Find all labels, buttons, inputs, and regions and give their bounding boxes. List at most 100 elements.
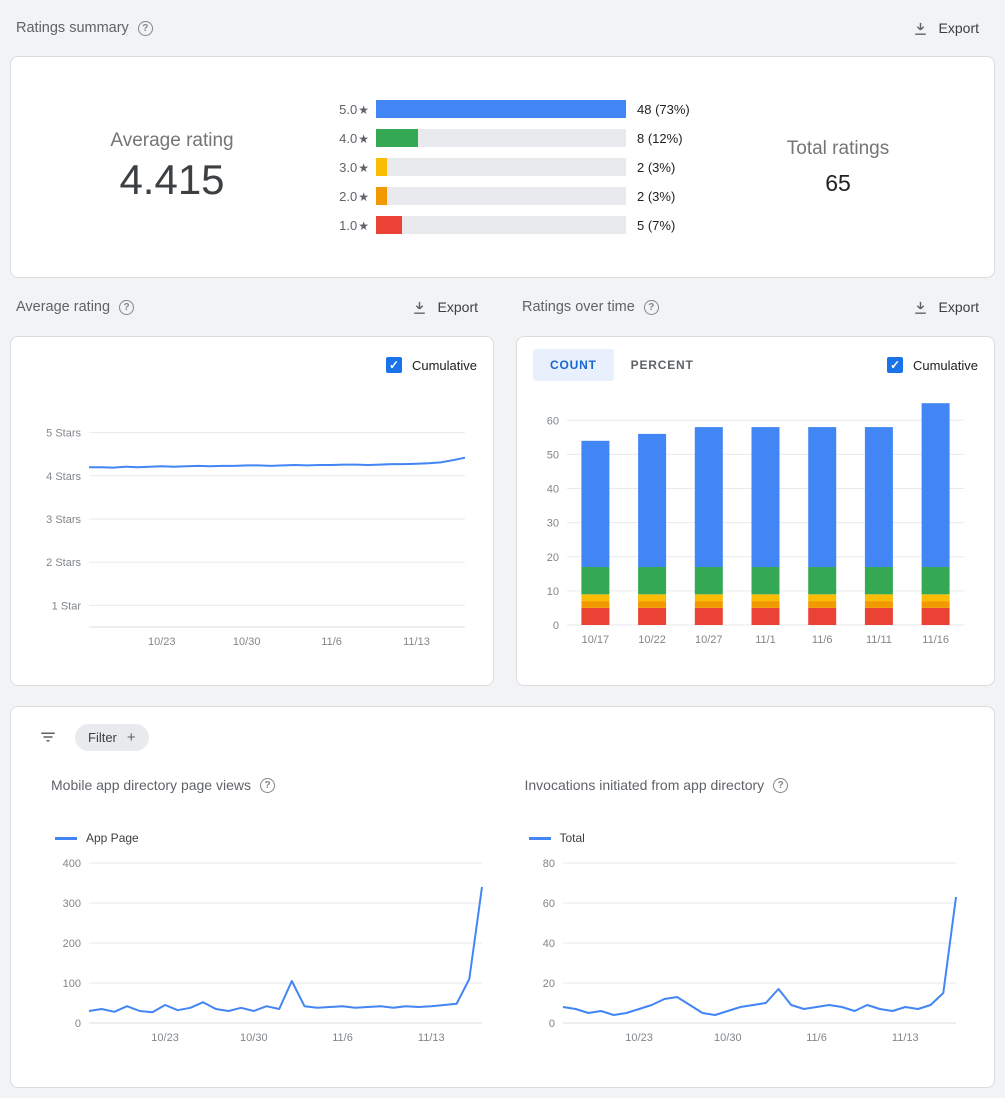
export-ratings-over-time-button[interactable]: Export — [902, 293, 989, 322]
bar-segment — [638, 601, 667, 608]
axis-tick-label: 400 — [63, 858, 81, 870]
axis-tick-label: 10/23 — [151, 1032, 179, 1044]
total-ratings-label: Total ratings — [786, 137, 890, 159]
axis-tick-label: 10 — [547, 586, 559, 598]
bar-segment — [751, 607, 780, 625]
axis-tick-label: 0 — [553, 620, 559, 632]
page-views-chart-block: Mobile app directory page views ? App Pa… — [51, 777, 501, 1060]
bar-segment — [921, 567, 950, 595]
download-icon — [914, 22, 926, 35]
cumulative-label: Cumulative — [912, 357, 978, 373]
total-ratings-block: Total ratings 65 — [718, 138, 958, 197]
axis-tick-label: 0 — [75, 1018, 81, 1030]
rating-bar-fill — [376, 216, 402, 234]
filter-chip[interactable]: Filter + — [75, 723, 149, 751]
rating-bar-track — [376, 216, 626, 234]
invocations-legend: Total — [525, 831, 975, 845]
rating-bar-track — [376, 100, 626, 118]
average-rating-section-title: Average rating — [16, 299, 111, 315]
rating-distribution-row: 2.0★ 2 (3%) — [325, 187, 690, 205]
rating-count-label: 2 (3%) — [637, 159, 676, 175]
rating-bar-track — [376, 129, 626, 147]
star-icon: ★ — [358, 160, 369, 175]
download-icon — [413, 301, 425, 314]
legend-line-icon — [55, 836, 77, 840]
axis-tick-label: 2 Stars — [46, 557, 81, 569]
rating-count-label: 2 (3%) — [637, 188, 676, 204]
invocations-line-chart: 80 60 40 20 0 10/23 10/30 11/6 11/13 — [542, 858, 957, 1044]
tab-percent[interactable]: PERCENT — [630, 358, 694, 372]
ratings-over-time-chart-card: COUNT PERCENT ✓ Cumulative 0 10 20 30 40 50 60… — [516, 336, 995, 686]
bar-segment — [921, 601, 950, 608]
legend-line-icon — [528, 836, 551, 840]
bar-segment — [808, 601, 837, 608]
export-average-rating-button[interactable]: Export — [401, 293, 488, 322]
export-ratings-summary-button[interactable]: Export — [902, 14, 989, 43]
axis-tick-label: 60 — [542, 898, 554, 910]
invocations-title: Invocations initiated from app directory — [524, 777, 765, 793]
axis-tick-label: 100 — [63, 978, 81, 990]
average-rating-chart-card: ✓ Cumulative 5 Stars 4 Stars 3 Stars 2 Star… — [10, 336, 494, 686]
filter-list-icon[interactable] — [39, 728, 57, 746]
axis-tick-label: 4 Stars — [46, 471, 81, 483]
filter-label: Filter — [88, 729, 117, 745]
bar-segment — [808, 607, 837, 625]
bar-segment — [864, 427, 893, 567]
bar-segment — [581, 607, 610, 625]
export-label: Export — [938, 20, 979, 36]
bar-segment — [694, 567, 723, 595]
bar-segment — [638, 433, 667, 567]
axis-tick-label: 20 — [542, 978, 554, 990]
bar-segment — [638, 594, 667, 602]
bar-segment — [808, 427, 837, 567]
bar-segment — [581, 567, 610, 595]
star-level-label: 1.0★ — [339, 217, 369, 233]
ratings-over-time-bar-chart: 0 10 20 30 40 50 60 10/17 10/22 10/27 11/1 11/6 11/1… — [547, 403, 964, 646]
data-line — [562, 896, 957, 1016]
bar-segment — [694, 601, 723, 608]
star-icon: ★ — [358, 189, 369, 204]
axis-tick-label: 11/13 — [418, 1032, 445, 1044]
cumulative-checkbox-average-rating[interactable]: ✓ Cumulative — [385, 357, 477, 373]
bar-segment — [864, 601, 893, 608]
help-icon-ratings-summary[interactable]: ? — [137, 20, 153, 36]
ratings-over-time-header: Ratings over time ? Export — [516, 278, 995, 336]
ratings-summary-card: Average rating 4.415 5.0★ 48 (73%) 4.0★ 8 (… — [10, 56, 995, 278]
help-icon-average-rating[interactable]: ? — [119, 299, 135, 315]
axis-tick-label: 11/16 — [922, 634, 949, 646]
axis-tick-label: 10/22 — [638, 634, 666, 646]
star-level-label: 3.0★ — [339, 159, 369, 175]
data-line — [89, 456, 466, 469]
ratings-summary-title: Ratings summary — [16, 20, 129, 36]
rating-bar-fill — [376, 100, 626, 118]
axis-tick-label: 10/23 — [148, 636, 176, 648]
star-level-label: 4.0★ — [339, 130, 369, 146]
bar-segment — [694, 427, 723, 567]
cumulative-checkbox-ratings-over-time[interactable]: ✓ Cumulative — [886, 357, 978, 373]
help-icon-invocations[interactable]: ? — [773, 777, 789, 793]
tab-count[interactable]: COUNT — [533, 349, 614, 381]
bar-segment — [921, 594, 950, 602]
help-icon-ratings-over-time[interactable]: ? — [643, 299, 659, 315]
rating-distribution-row: 4.0★ 8 (12%) — [325, 129, 690, 147]
help-icon-page-views[interactable]: ? — [260, 777, 275, 793]
data-line — [88, 886, 483, 1014]
rating-distribution-row: 1.0★ 5 (7%) — [325, 216, 690, 234]
count-percent-tabs: COUNT PERCENT — [533, 349, 711, 381]
bar-segment — [581, 594, 610, 602]
axis-tick-label: 60 — [547, 415, 559, 427]
axis-tick-label: 40 — [542, 938, 554, 950]
bar-segment — [864, 607, 893, 625]
bar-segment — [921, 607, 950, 625]
bar-segment — [751, 601, 780, 608]
rating-bar-fill — [376, 129, 418, 147]
cumulative-label: Cumulative — [411, 357, 477, 373]
add-filter-plus-icon: + — [126, 728, 136, 746]
rating-distribution-row: 3.0★ 2 (3%) — [325, 158, 690, 176]
axis-tick-label: 5 Stars — [46, 428, 81, 440]
axis-tick-label: 300 — [63, 898, 81, 910]
page-views-legend: App Page — [51, 831, 501, 845]
rating-distribution: 5.0★ 48 (73%) 4.0★ 8 (12%) 3.0★ 2 (3%) 2.0★ 2 (… — [325, 100, 690, 234]
axis-tick-label: 11/6 — [806, 1032, 827, 1044]
